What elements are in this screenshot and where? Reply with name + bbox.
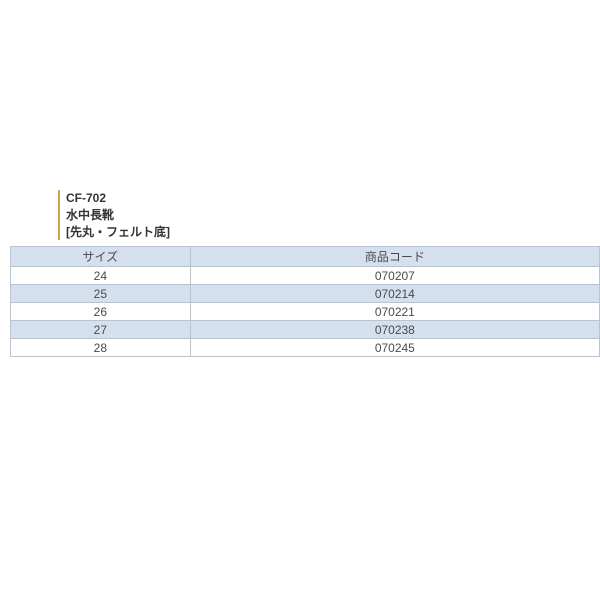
product-note: [先丸・フェルト底] xyxy=(66,224,600,241)
product-block: CF-702 水中長靴 [先丸・フェルト底] サイズ 商品コード 24 0702… xyxy=(58,190,600,357)
table-header-row: サイズ 商品コード xyxy=(11,247,600,267)
cell-code: 070221 xyxy=(190,303,599,321)
product-header: CF-702 水中長靴 [先丸・フェルト底] xyxy=(58,190,600,240)
cell-code: 070207 xyxy=(190,267,599,285)
cell-code: 070238 xyxy=(190,321,599,339)
table-row: 28 070245 xyxy=(11,339,600,357)
product-code: CF-702 xyxy=(66,190,600,207)
cell-code: 070214 xyxy=(190,285,599,303)
cell-size: 28 xyxy=(11,339,191,357)
product-table: サイズ 商品コード 24 070207 25 070214 26 070221 … xyxy=(10,246,600,357)
col-header-size: サイズ xyxy=(11,247,191,267)
table-row: 27 070238 xyxy=(11,321,600,339)
cell-code: 070245 xyxy=(190,339,599,357)
table-row: 25 070214 xyxy=(11,285,600,303)
table-row: 24 070207 xyxy=(11,267,600,285)
cell-size: 26 xyxy=(11,303,191,321)
col-header-code: 商品コード xyxy=(190,247,599,267)
cell-size: 25 xyxy=(11,285,191,303)
product-name: 水中長靴 xyxy=(66,207,600,224)
table-row: 26 070221 xyxy=(11,303,600,321)
cell-size: 27 xyxy=(11,321,191,339)
cell-size: 24 xyxy=(11,267,191,285)
